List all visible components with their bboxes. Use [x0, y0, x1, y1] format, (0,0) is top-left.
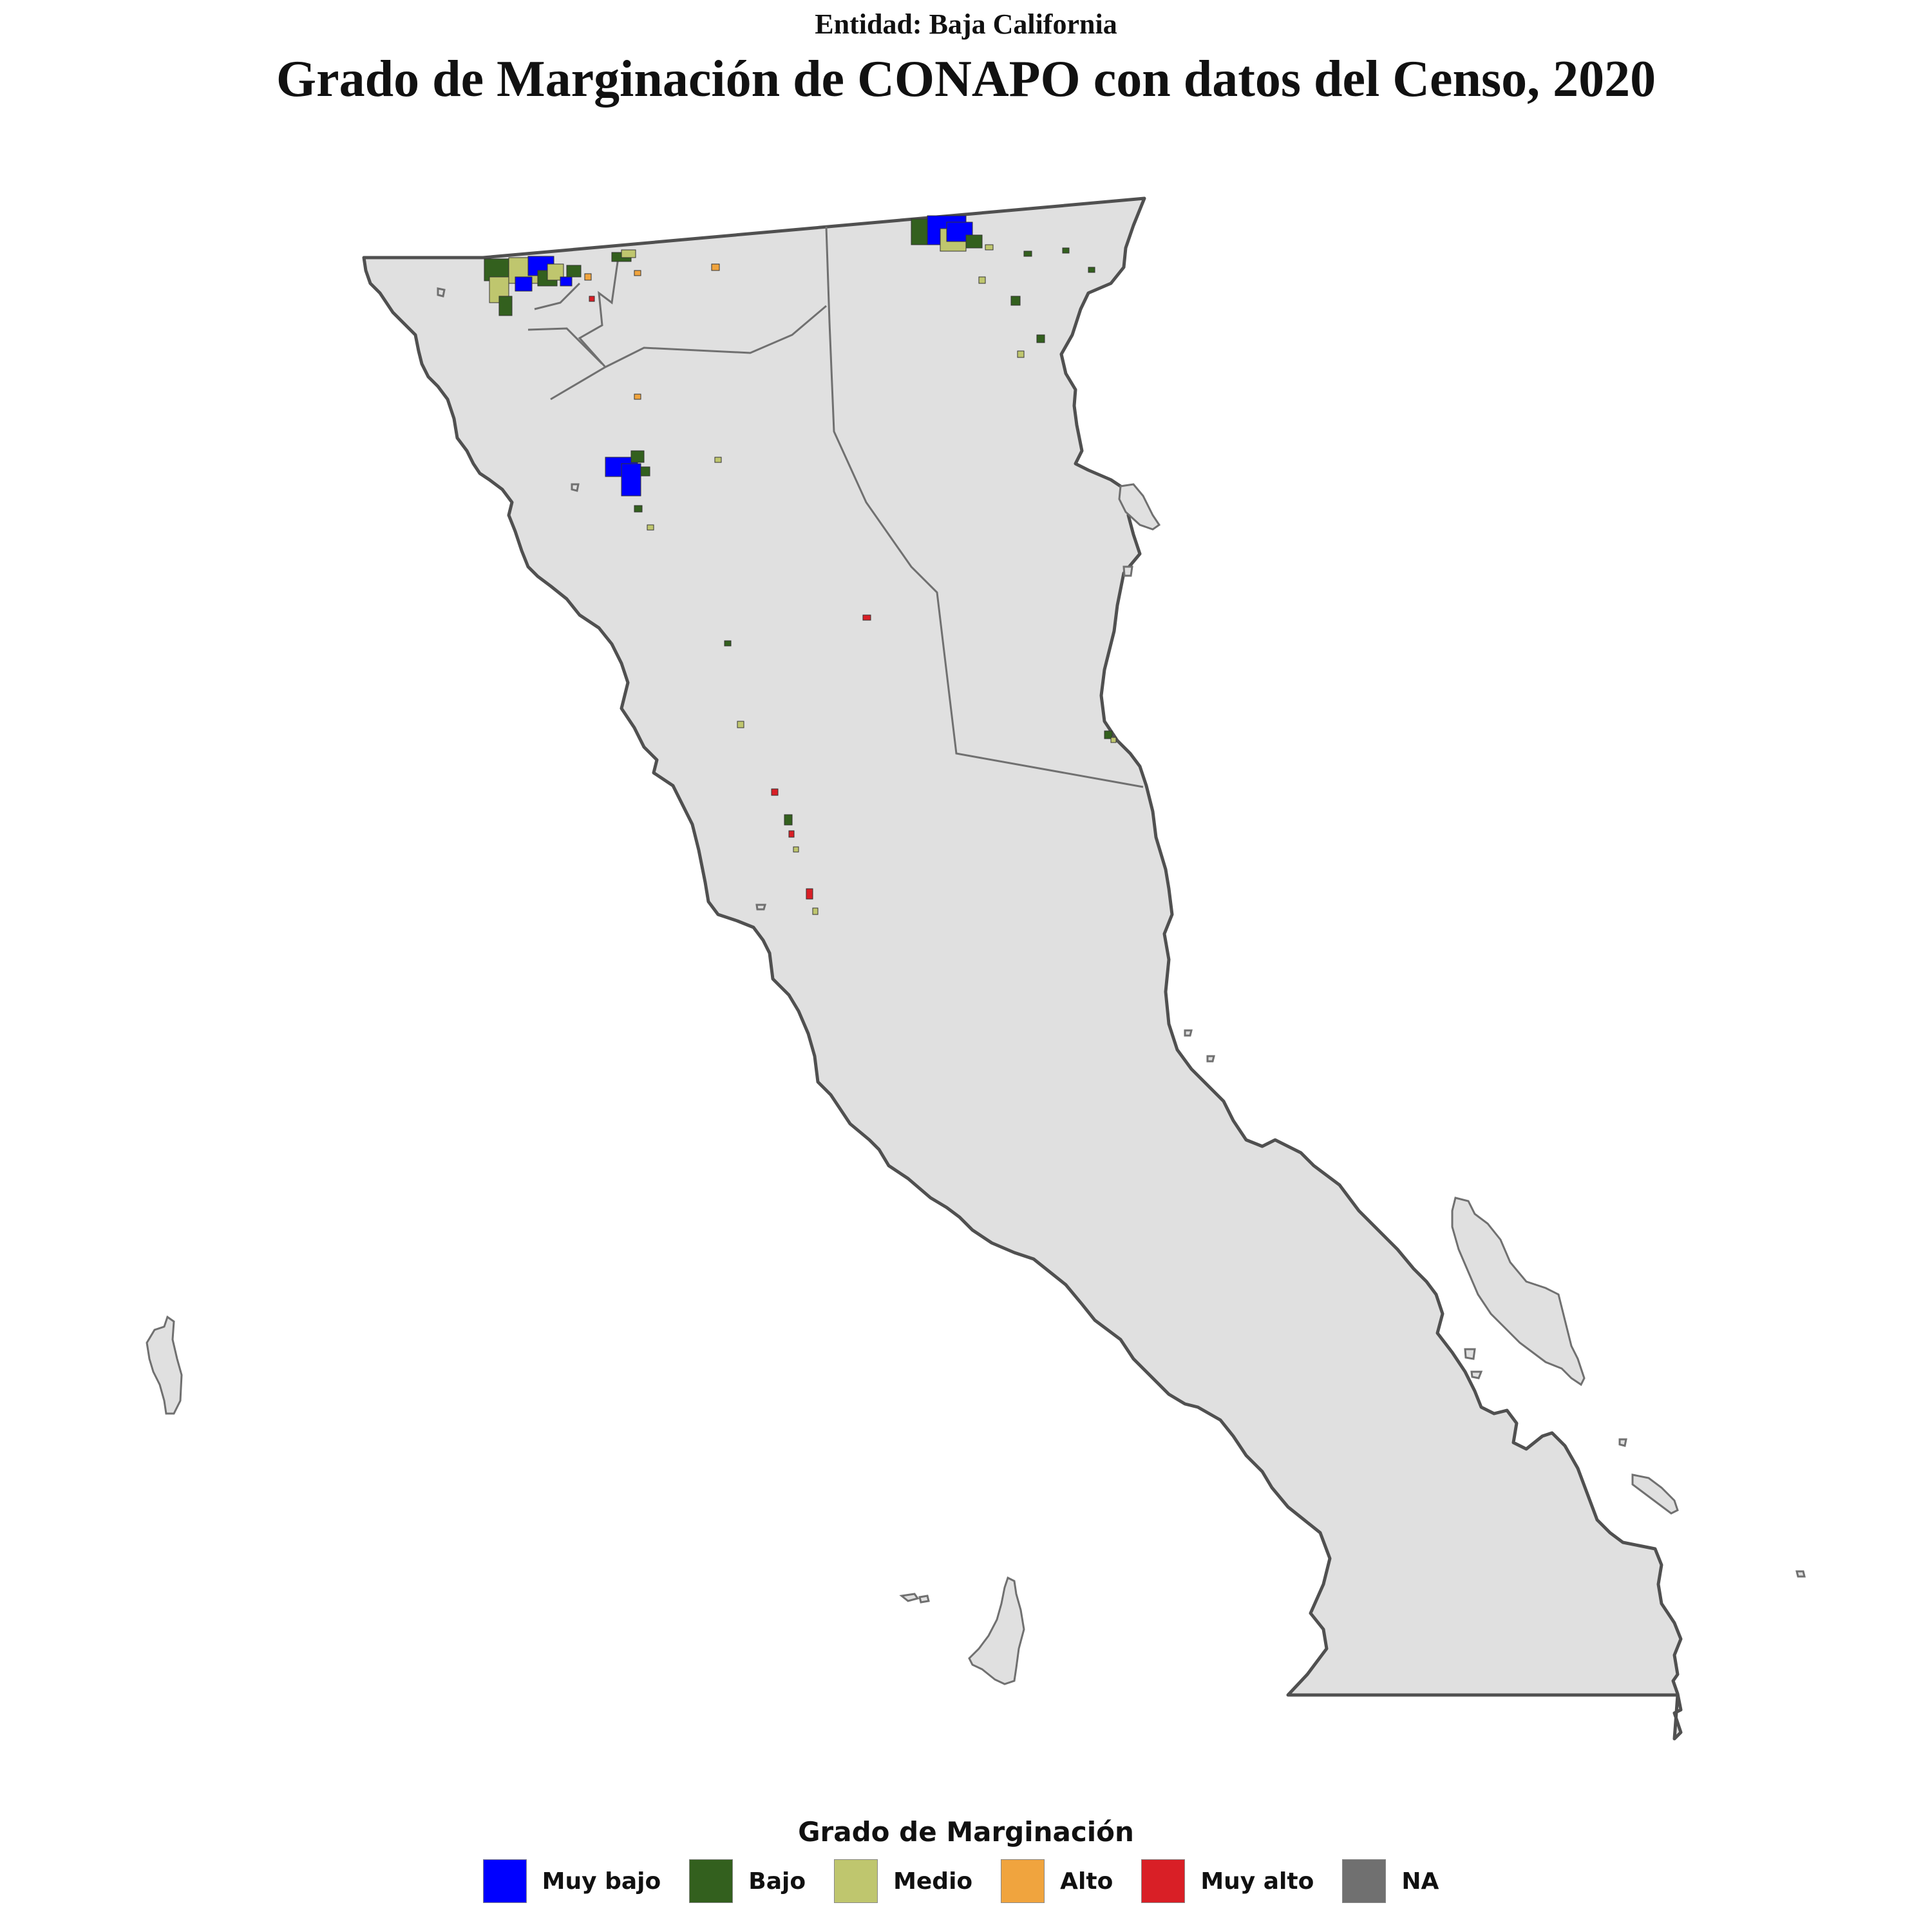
- legend-title: Grado de Marginación: [798, 1816, 1134, 1848]
- legend-item-alto: Alto: [1001, 1859, 1123, 1903]
- rural-settlements: [737, 721, 1117, 915]
- legend-label: NA: [1401, 1868, 1439, 1895]
- legend-item-muy-alto: Muy alto: [1141, 1859, 1324, 1903]
- legend-label: Alto: [1060, 1868, 1113, 1895]
- state-mainland: [362, 196, 1683, 1741]
- legend-label: Muy alto: [1200, 1868, 1314, 1895]
- municipal-border: [825, 226, 1144, 788]
- legend-swatch: [1141, 1859, 1186, 1903]
- legend-item-bajo: Bajo: [689, 1859, 816, 1903]
- map-title: Grado de Marginación de CONAPO con datos…: [276, 51, 1656, 108]
- legend-item-na: NA: [1342, 1859, 1449, 1903]
- island-angel-de-la-guarda: [1451, 1197, 1586, 1387]
- island-cedros: [968, 1576, 1025, 1685]
- urban-cluster-ensenada: [605, 393, 871, 647]
- legend-swatch: [1001, 1859, 1045, 1903]
- legend-swatch: [834, 1859, 878, 1903]
- island-small: [918, 1595, 930, 1604]
- urban-cluster-tijuana: [484, 249, 720, 316]
- legend-swatch: [689, 1859, 734, 1903]
- island-small: [1464, 1348, 1476, 1360]
- legend-swatch: [482, 1859, 527, 1903]
- island-small: [437, 287, 446, 298]
- island-tiburon-area: [1631, 1473, 1679, 1515]
- island-small: [1184, 1029, 1193, 1037]
- map-legend: Grado de Marginación Muy bajo Bajo Medio…: [0, 1816, 1932, 1903]
- island-small: [755, 904, 766, 911]
- island-small: [1470, 1370, 1483, 1379]
- island-small: [1795, 1570, 1806, 1578]
- island-montague: [1118, 483, 1161, 531]
- municipal-border: [534, 282, 581, 310]
- urban-cluster-mexicali: [911, 215, 1095, 358]
- map-subtitle: Entidad: Baja California: [815, 8, 1117, 40]
- municipal-border: [550, 305, 827, 401]
- legend-label: Medio: [893, 1868, 973, 1895]
- legend-label: Muy bajo: [542, 1868, 661, 1895]
- legend-label: Bajo: [748, 1868, 806, 1895]
- island-small: [1122, 565, 1133, 577]
- island-small: [1206, 1055, 1215, 1063]
- municipal-border: [527, 327, 603, 365]
- island-guadalupe: [146, 1315, 183, 1415]
- island-small: [899, 1593, 920, 1602]
- island-small: [1618, 1438, 1627, 1447]
- municipal-border: [578, 257, 620, 368]
- island-small: [571, 483, 580, 492]
- legend-item-medio: Medio: [834, 1859, 983, 1903]
- legend-swatch: [1342, 1859, 1387, 1903]
- legend-item-muy-bajo: Muy bajo: [482, 1859, 672, 1903]
- legend-items: Muy bajo Bajo Medio Alto Muy alto NA: [0, 1859, 1932, 1903]
